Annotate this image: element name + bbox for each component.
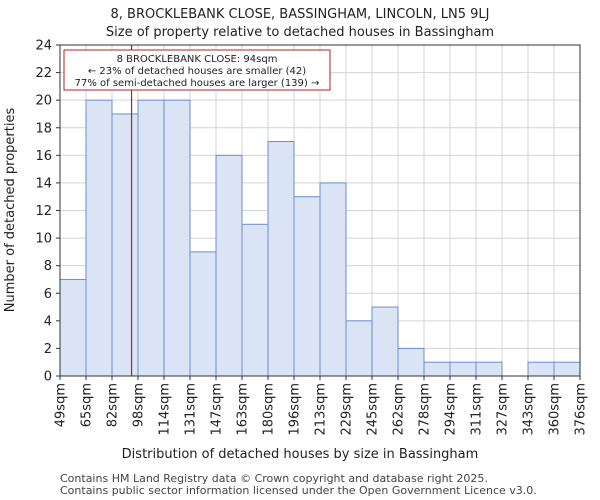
y-tick-label: 6 bbox=[44, 287, 52, 302]
y-tick-label: 10 bbox=[35, 232, 52, 247]
annotation-frame bbox=[63, 49, 331, 91]
bar-163sqm bbox=[241, 223, 269, 377]
y-tick-label: 2 bbox=[44, 342, 52, 357]
x-tick-label: 147sqm bbox=[210, 383, 225, 436]
bar-49sqm bbox=[59, 278, 87, 377]
x-axis-label: Distribution of detached houses by size … bbox=[122, 447, 479, 462]
chart-title: 8, BROCKLEBANK CLOSE, BASSINGHAM, LINCOL… bbox=[111, 7, 490, 22]
x-tick-label: 278sqm bbox=[418, 383, 433, 436]
x-tick-label: 180sqm bbox=[262, 383, 277, 436]
x-tick-label: 196sqm bbox=[288, 383, 303, 436]
bar-245sqm bbox=[371, 306, 399, 377]
x-tick-labels: 49sqm 65sqm 82sqm 98sqm 114sqm 131sqm 147sqm 16… bbox=[54, 376, 589, 436]
y-tick-label: 20 bbox=[35, 94, 52, 109]
x-tick-label: 294sqm bbox=[444, 383, 459, 436]
x-tick-label: 262sqm bbox=[392, 383, 407, 436]
bar-311sqm bbox=[475, 361, 503, 377]
bar-343sqm bbox=[527, 361, 555, 377]
y-tick-label: 16 bbox=[35, 149, 52, 164]
bars bbox=[59, 99, 581, 377]
footer-line-2: Contains public sector information licen… bbox=[60, 484, 537, 497]
y-tick-label: 14 bbox=[35, 176, 52, 191]
x-tick-label: 245sqm bbox=[366, 383, 381, 436]
y-tick-label: 12 bbox=[35, 204, 52, 219]
bar-114sqm bbox=[163, 99, 191, 377]
bar-82sqm bbox=[111, 113, 139, 377]
bar-180sqm bbox=[267, 141, 295, 377]
annotation-line-2: ← 23% of detached houses are smaller (42… bbox=[88, 66, 306, 77]
x-tick-label: 229sqm bbox=[340, 383, 355, 436]
bar-262sqm bbox=[397, 347, 425, 377]
x-tick-label: 114sqm bbox=[158, 383, 173, 436]
annotation-line-1: 8 BROCKLEBANK CLOSE: 94sqm bbox=[117, 54, 278, 65]
y-axis-label: Number of detached properties bbox=[3, 108, 18, 313]
y-tick-label: 4 bbox=[44, 314, 52, 329]
annotation-line-3: 77% of semi-detached houses are larger (… bbox=[75, 78, 320, 89]
y-tick-label: 22 bbox=[35, 66, 52, 81]
y-tick-label: 24 bbox=[35, 39, 52, 54]
x-tick-label: 49sqm bbox=[54, 383, 69, 427]
chart-subtitle: Size of property relative to detached ho… bbox=[106, 25, 494, 40]
bar-65sqm bbox=[85, 99, 113, 377]
x-tick-label: 213sqm bbox=[314, 383, 329, 436]
x-tick-label: 376sqm bbox=[574, 383, 589, 436]
y-tick-label: 18 bbox=[35, 121, 52, 136]
bar-196sqm bbox=[293, 196, 321, 377]
annotation-box: 8 BROCKLEBANK CLOSE: 94sqm ← 23% of deta… bbox=[63, 49, 331, 91]
x-tick-label: 343sqm bbox=[522, 383, 537, 436]
bar-278sqm bbox=[423, 361, 451, 377]
y-tick-label: 0 bbox=[44, 370, 52, 385]
bar-147sqm bbox=[215, 154, 243, 377]
bar-229sqm bbox=[345, 320, 373, 377]
x-tick-label: 311sqm bbox=[470, 383, 485, 436]
x-tick-label: 82sqm bbox=[106, 383, 121, 427]
x-tick-label: 65sqm bbox=[80, 383, 95, 427]
bar-213sqm bbox=[319, 182, 347, 377]
x-tick-label: 327sqm bbox=[496, 383, 511, 436]
y-tick-label: 8 bbox=[44, 259, 52, 274]
bar-131sqm bbox=[189, 251, 217, 377]
bar-294sqm bbox=[449, 361, 477, 377]
x-tick-label: 131sqm bbox=[184, 383, 199, 436]
bar-360sqm bbox=[553, 361, 581, 377]
footer-line-1: Contains HM Land Registry data © Crown c… bbox=[60, 472, 488, 485]
x-tick-label: 98sqm bbox=[132, 383, 147, 427]
x-tick-label: 360sqm bbox=[548, 383, 563, 436]
bar-98sqm bbox=[137, 99, 165, 377]
x-tick-label: 163sqm bbox=[236, 383, 251, 436]
